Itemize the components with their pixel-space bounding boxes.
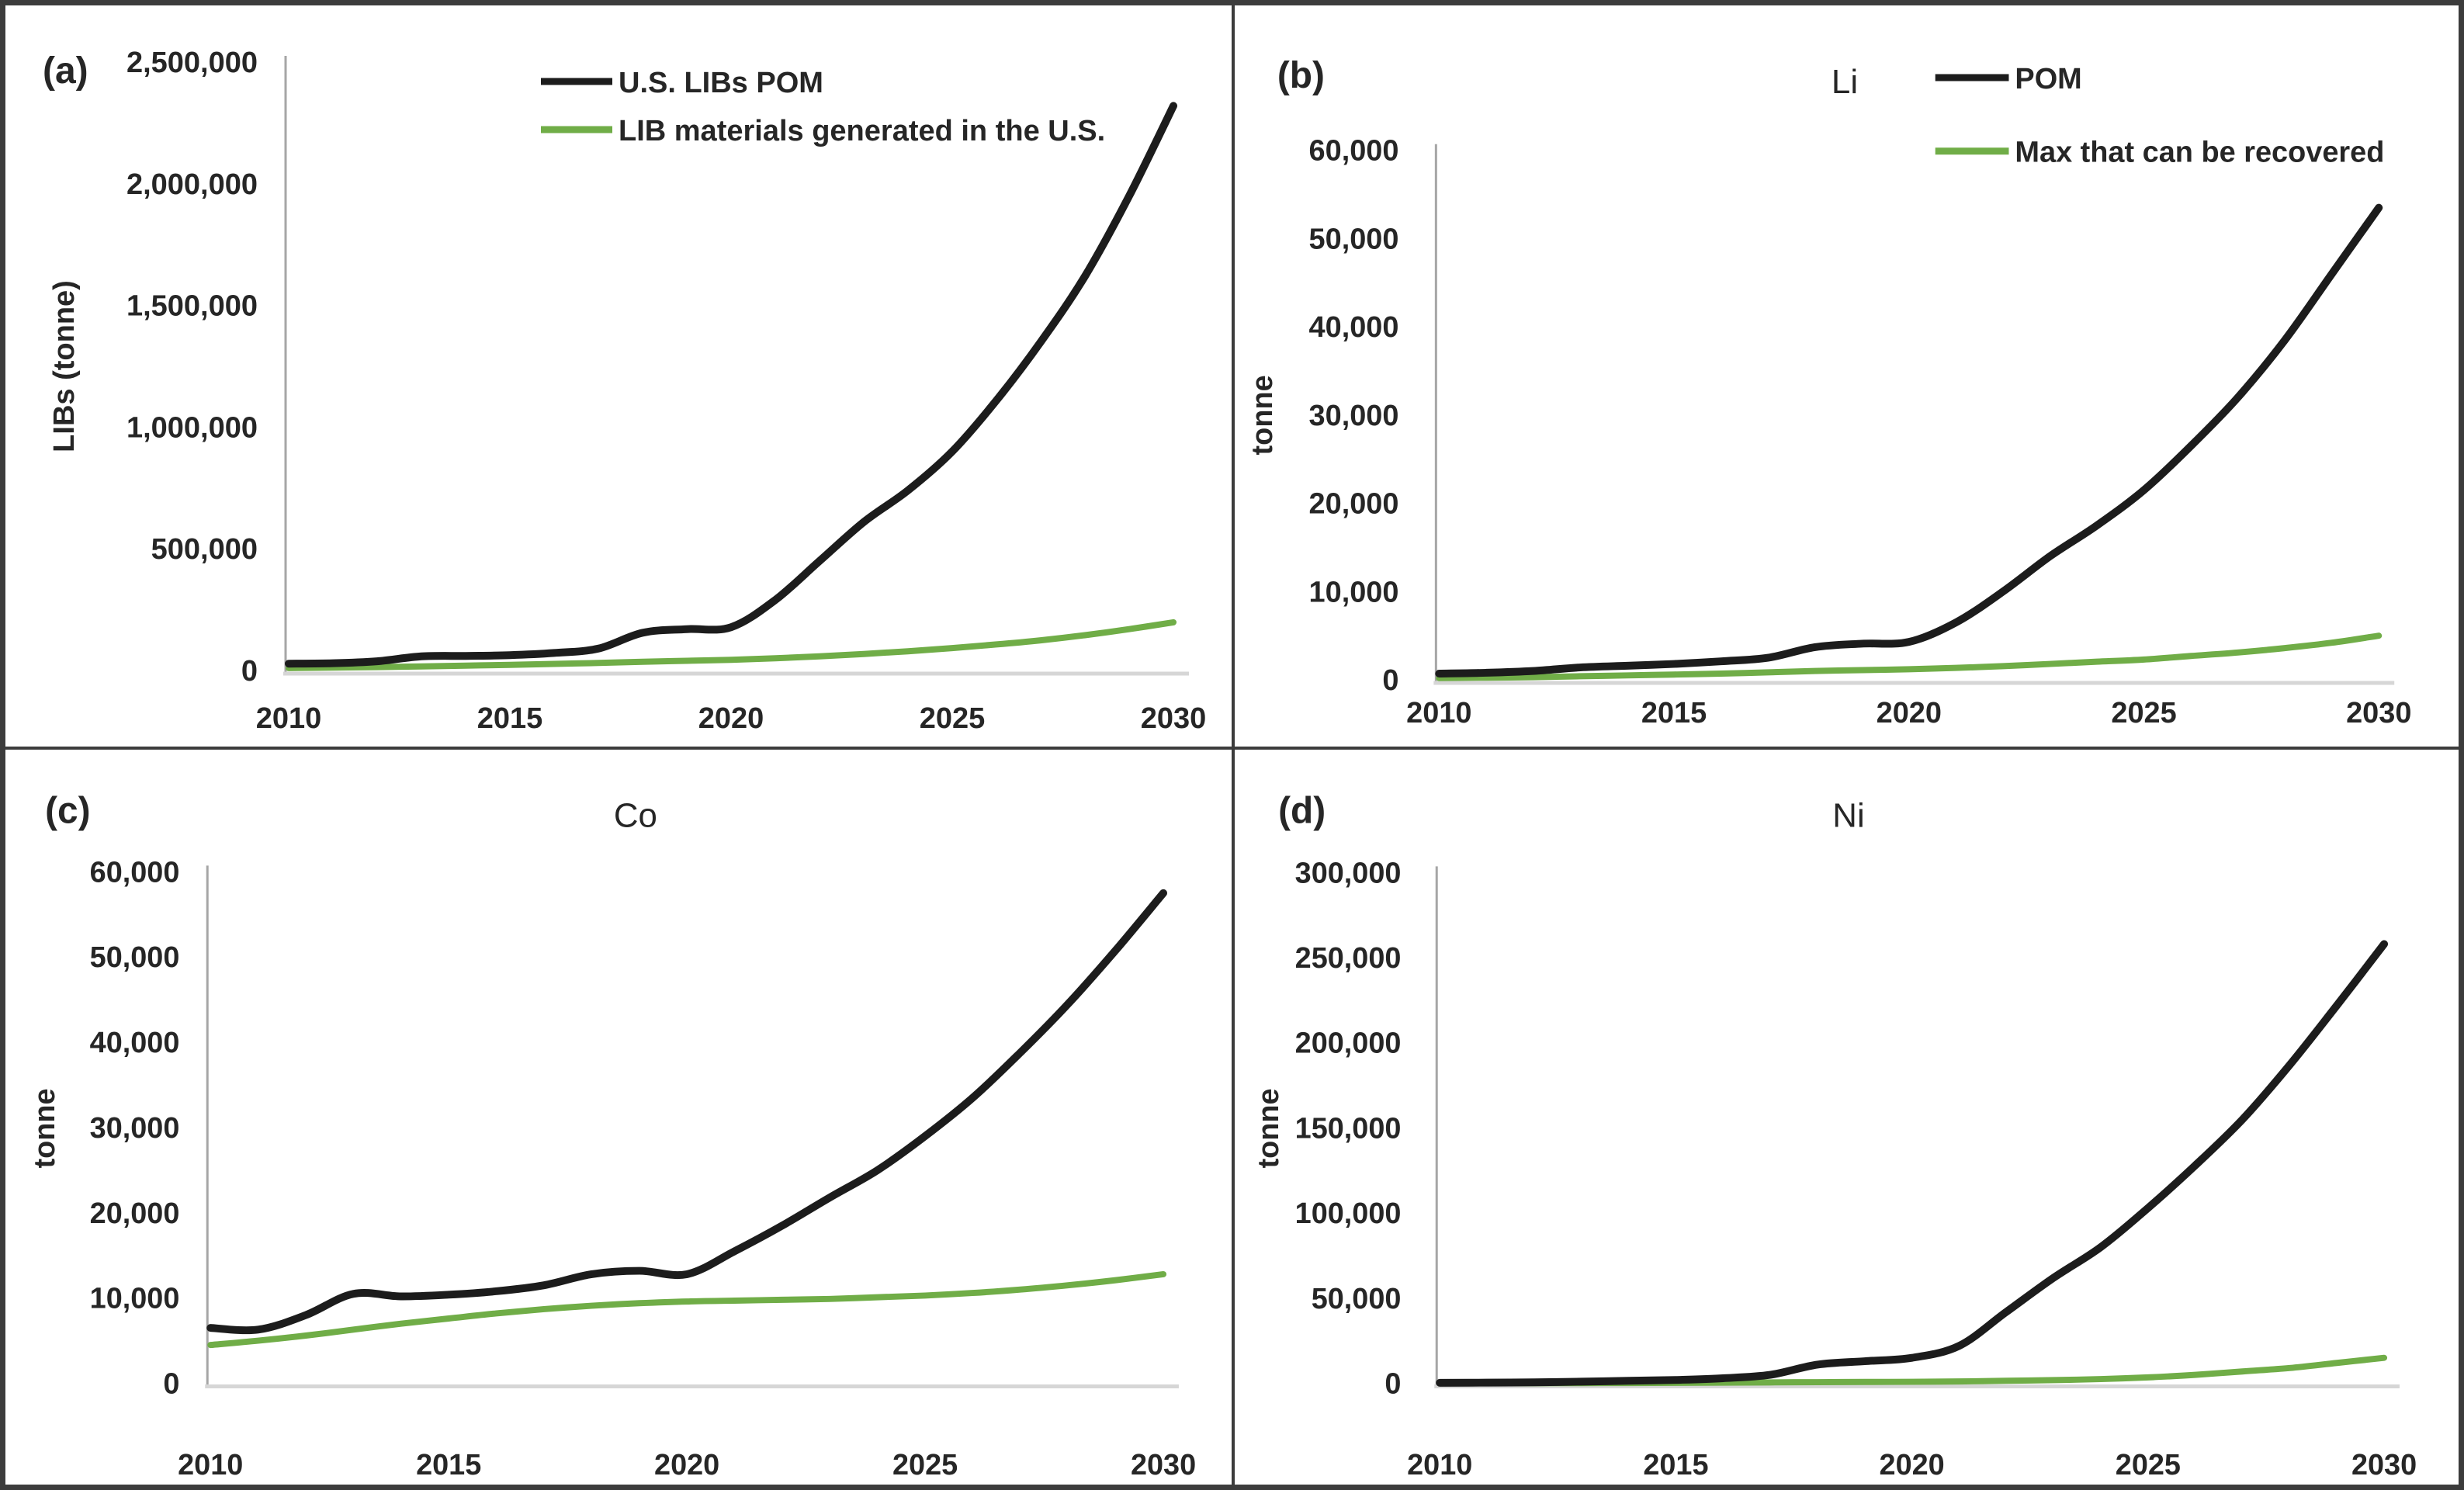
panel-b: (b) Li tonne POM Max that can be recover… [1232,5,2459,747]
x-tick-label: 2010 [178,1449,243,1481]
panel-a-chart: (a) LIBs (tonne) U.S. LIBs POM LIB mater… [43,47,1206,735]
panel-a: (a) LIBs (tonne) U.S. LIBs POM LIB mater… [5,5,1232,747]
y-tick-label: 1,000,000 [126,411,258,444]
chart-title-ni: Ni [1832,797,1864,835]
y-tick-label: 2,000,000 [126,168,258,201]
plot-area-d: 0 50,000 100,000 150,000 200,000 250,000 300,0… [1295,857,2417,1481]
x-tick-label: 2030 [1141,702,1207,735]
y-tick-label: 150,000 [1295,1112,1402,1145]
y-tick-label: 1,500,000 [126,290,258,323]
x-tick-label: 2030 [2351,1449,2417,1481]
y-tick-label: 2,500,000 [126,47,258,79]
x-tick-label: 2025 [920,702,986,735]
x-tick-label: 2020 [1880,1449,1945,1481]
panel-letter-c: (c) [45,791,90,832]
legend-a: U.S. LIBs POM LIB materials generated in… [541,67,1105,147]
y-tick-label: 250,000 [1295,942,1402,975]
x-tick-label: 2015 [477,702,543,735]
panel-c-chart: (c) Co tonne 0 10,000 20,000 30,000 40,000 50… [29,791,1196,1481]
y-tick-label: 0 [1384,1367,1401,1400]
legend-label-pom: POM [2015,63,2081,95]
panel-letter-d: (d) [1278,791,1326,832]
x-tick-label: 2025 [2116,1449,2181,1481]
y-tick-label: 20,000 [90,1197,180,1230]
series-line-pom [1435,203,2383,678]
x-tick-label: 2030 [2346,697,2411,729]
y-tick-label: 50,000 [1309,223,1399,255]
x-tick-label: 2015 [416,1449,481,1481]
y-tick-label: 300,000 [1295,857,1402,889]
y-tick-label: 10,000 [1309,576,1399,608]
panel-d-chart: (d) Ni tonne 0 50,000 100,000 150,000 200,00… [1253,791,2417,1481]
series-line-recovered [207,1270,1167,1349]
panel-b-chart: (b) Li tonne POM Max that can be recover… [1246,55,2412,729]
panel-letter-b: (b) [1277,55,1325,96]
panel-letter-a: (a) [43,50,88,92]
plot-area-c: 0 10,000 20,000 30,000 40,000 50,000 60,000 201… [90,856,1196,1481]
x-tick-label: 2025 [892,1449,958,1481]
plot-area-a: 0 500,000 1,000,000 1,500,000 2,000,000 2,500… [126,47,1206,735]
y-tick-label: 500,000 [151,533,258,566]
y-tick-label: 40,000 [1309,311,1399,344]
y-tick-label: 60,000 [90,856,180,889]
series-line-pom [206,889,1168,1335]
series-line-recovered [286,619,1177,671]
x-tick-label: 2020 [654,1449,719,1481]
y-tick-label: 0 [1382,664,1398,697]
y-tick-label: 30,000 [1309,400,1399,432]
y-tick-label: 50,000 [1312,1283,1402,1315]
y-tick-label: 0 [241,655,258,688]
series-line-pom [285,102,1177,668]
x-tick-label: 2020 [1877,697,1942,729]
y-axis-title-b: tonne [1246,375,1279,455]
chart-title-co: Co [614,797,657,835]
y-tick-label: 60,000 [1309,135,1399,168]
legend-b: POM Max that can be recovered [1935,63,2384,169]
legend-label-generated: LIB materials generated in the U.S. [619,115,1105,147]
chart-title-li: Li [1832,63,1858,101]
y-tick-label: 20,000 [1309,488,1399,521]
legend-label-recovered: Max that can be recovered [2015,137,2384,169]
series-line-pom [1436,940,2389,1387]
x-tick-label: 2010 [256,702,322,735]
y-tick-label: 50,000 [90,941,180,974]
y-tick-label: 0 [163,1367,179,1400]
x-tick-label: 2025 [2111,697,2176,729]
x-tick-label: 2010 [1407,1449,1472,1481]
plot-area-b: 0 10,000 20,000 30,000 40,000 50,000 60,000 201… [1309,135,2412,729]
legend-label-pom: U.S. LIBs POM [619,67,823,99]
y-axis-title-a: LIBs (tonne) [48,280,81,452]
y-tick-label: 200,000 [1295,1027,1402,1060]
x-tick-label: 2020 [698,702,764,735]
y-tick-label: 100,000 [1295,1197,1402,1230]
y-tick-label: 30,000 [90,1112,180,1145]
x-tick-label: 2010 [1406,697,1471,729]
panel-d: (d) Ni tonne 0 50,000 100,000 150,000 200,00… [1232,747,2459,1485]
y-axis-title-c: tonne [29,1088,61,1168]
x-tick-label: 2030 [1131,1449,1196,1481]
panel-c: (c) Co tonne 0 10,000 20,000 30,000 40,000 50… [5,747,1232,1485]
x-tick-label: 2015 [1643,1449,1708,1481]
y-axis-title-d: tonne [1253,1088,1285,1168]
y-tick-label: 10,000 [90,1283,180,1315]
series-line-recovered [1436,632,2383,681]
x-tick-label: 2015 [1641,697,1707,729]
y-tick-label: 40,000 [90,1027,180,1059]
